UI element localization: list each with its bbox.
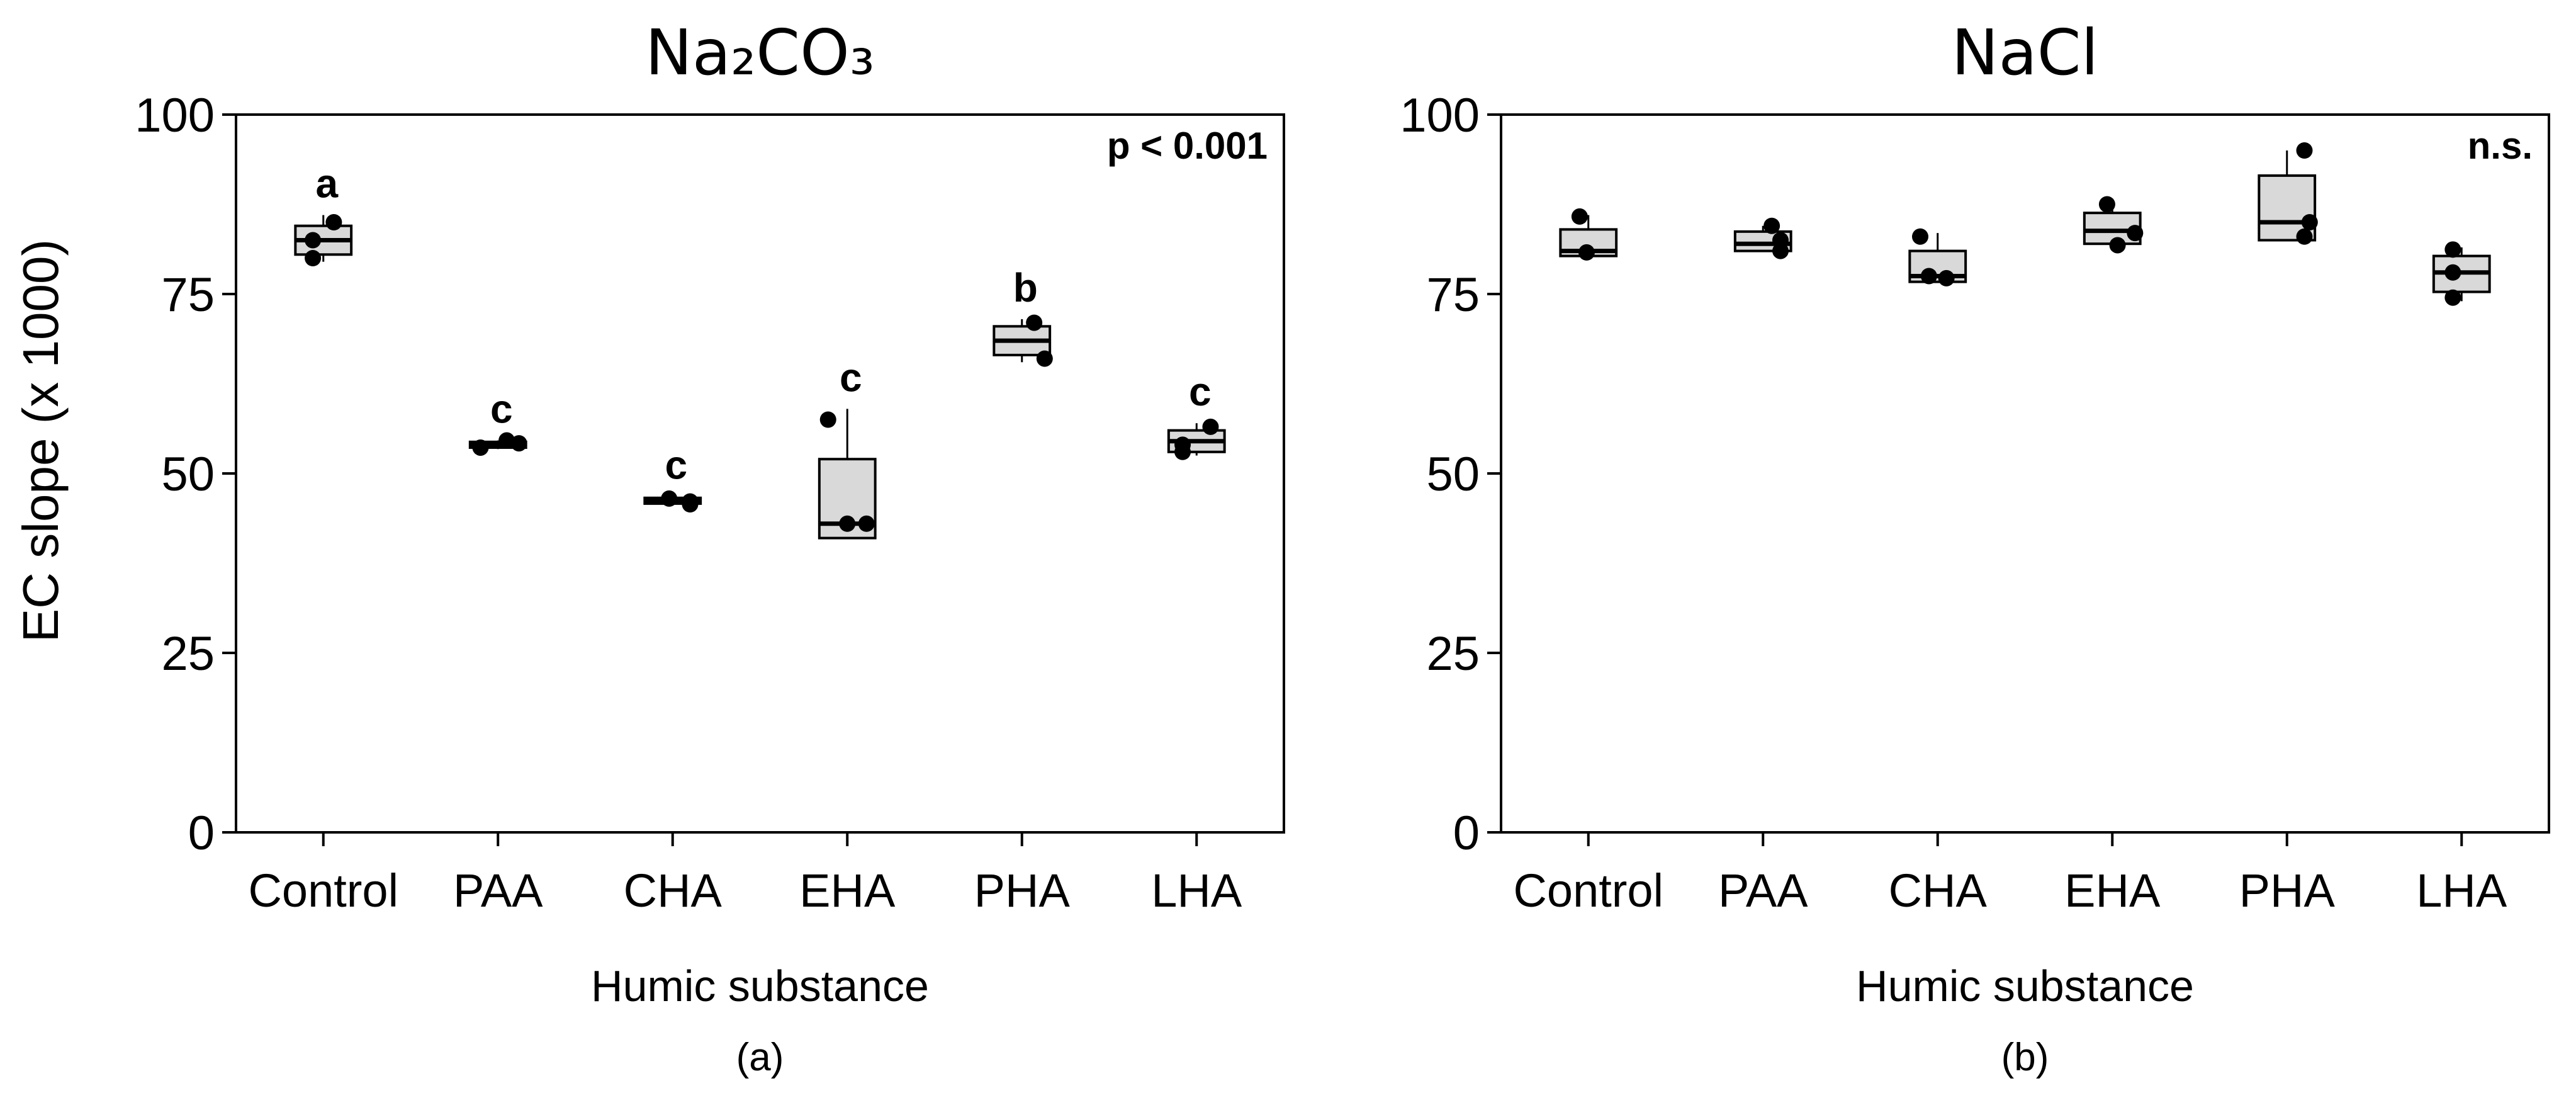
x-tick-label-control: Control xyxy=(248,864,398,917)
x-tick-label-eha: EHA xyxy=(799,864,896,917)
data-point xyxy=(682,496,699,513)
data-point xyxy=(472,439,489,456)
data-point xyxy=(1174,436,1191,453)
data-point xyxy=(1912,228,1928,245)
group-letter: c xyxy=(490,387,513,432)
group-letter: b xyxy=(1013,265,1038,310)
x-tick-label-cha: CHA xyxy=(1889,864,1988,917)
data-point xyxy=(839,515,856,532)
x-axis-label: Humic substance xyxy=(1856,961,2194,1011)
y-tick-label: 50 xyxy=(1426,448,1480,501)
x-tick-label-pha: PHA xyxy=(2239,864,2336,917)
data-point xyxy=(819,411,836,428)
data-point xyxy=(305,250,322,266)
stat-label: p < 0.001 xyxy=(1107,125,1268,167)
data-point xyxy=(1920,268,1937,285)
data-point xyxy=(1202,418,1219,435)
y-tick-label: 50 xyxy=(161,448,215,501)
data-point xyxy=(1571,208,1588,225)
x-tick-label-cha: CHA xyxy=(624,864,723,917)
x-tick-label-paa: PAA xyxy=(1718,864,1808,917)
data-point xyxy=(2098,196,2115,213)
y-tick-label: 100 xyxy=(135,89,215,142)
data-point xyxy=(1763,217,1780,234)
stat-label: n.s. xyxy=(2468,125,2533,167)
data-point xyxy=(1938,269,1955,286)
y-tick-label: 75 xyxy=(161,268,215,322)
data-point xyxy=(2296,228,2313,245)
plot-frame xyxy=(1500,113,2550,834)
data-point xyxy=(1036,350,1053,367)
data-point xyxy=(661,490,678,507)
group-letter: c xyxy=(665,442,688,487)
y-axis-label: EC slope (x 1000) xyxy=(13,239,69,642)
data-point xyxy=(2444,289,2461,306)
group-letter: c xyxy=(840,354,862,400)
panel-b: NaCl 0 25 50 75 100 Control PAA CHA EHA PHA LHA n.s.… xyxy=(1400,16,2550,1079)
x-axis-label: Humic substance xyxy=(591,961,929,1011)
panel-a: Na₂CO₃ 0 25 50 75 100 Control a PAA c CHA c EHA c PHA b… xyxy=(135,16,1285,1079)
x-tick-label-eha: EHA xyxy=(2064,864,2161,917)
data-point xyxy=(510,435,527,452)
group-letter: c xyxy=(1189,369,1212,414)
x-tick-label-lha: LHA xyxy=(2416,864,2507,917)
data-point xyxy=(858,515,875,532)
data-point xyxy=(1026,314,1043,331)
group-letter: a xyxy=(316,161,339,207)
data-point xyxy=(2444,241,2461,258)
data-point xyxy=(325,214,342,230)
y-tick-label: 0 xyxy=(188,807,215,860)
chart-title: Na₂CO₃ xyxy=(645,16,875,89)
x-tick-label-paa: PAA xyxy=(453,864,543,917)
data-point xyxy=(2127,225,2144,242)
y-tick-label: 100 xyxy=(1400,89,1480,142)
y-tick-label: 25 xyxy=(1426,627,1480,681)
panel-label: (a) xyxy=(736,1036,784,1079)
data-point xyxy=(2296,142,2313,159)
y-tick-label: 75 xyxy=(1426,268,1480,322)
data-point xyxy=(1772,242,1789,259)
data-point xyxy=(2444,264,2461,281)
data-point xyxy=(1578,244,1595,261)
data-point xyxy=(2301,214,2318,230)
chart-title: NaCl xyxy=(1952,16,2099,89)
data-point xyxy=(305,232,322,249)
data-point xyxy=(498,432,515,449)
y-tick-label: 0 xyxy=(1453,807,1480,860)
x-tick-label-lha: LHA xyxy=(1151,864,1242,917)
y-tick-label: 25 xyxy=(161,627,215,681)
panel-label: (b) xyxy=(2001,1036,2049,1079)
data-point xyxy=(2109,237,2126,254)
x-tick-label-pha: PHA xyxy=(974,864,1071,917)
plot-frame xyxy=(235,113,1285,834)
x-tick-label-control: Control xyxy=(1513,864,1663,917)
